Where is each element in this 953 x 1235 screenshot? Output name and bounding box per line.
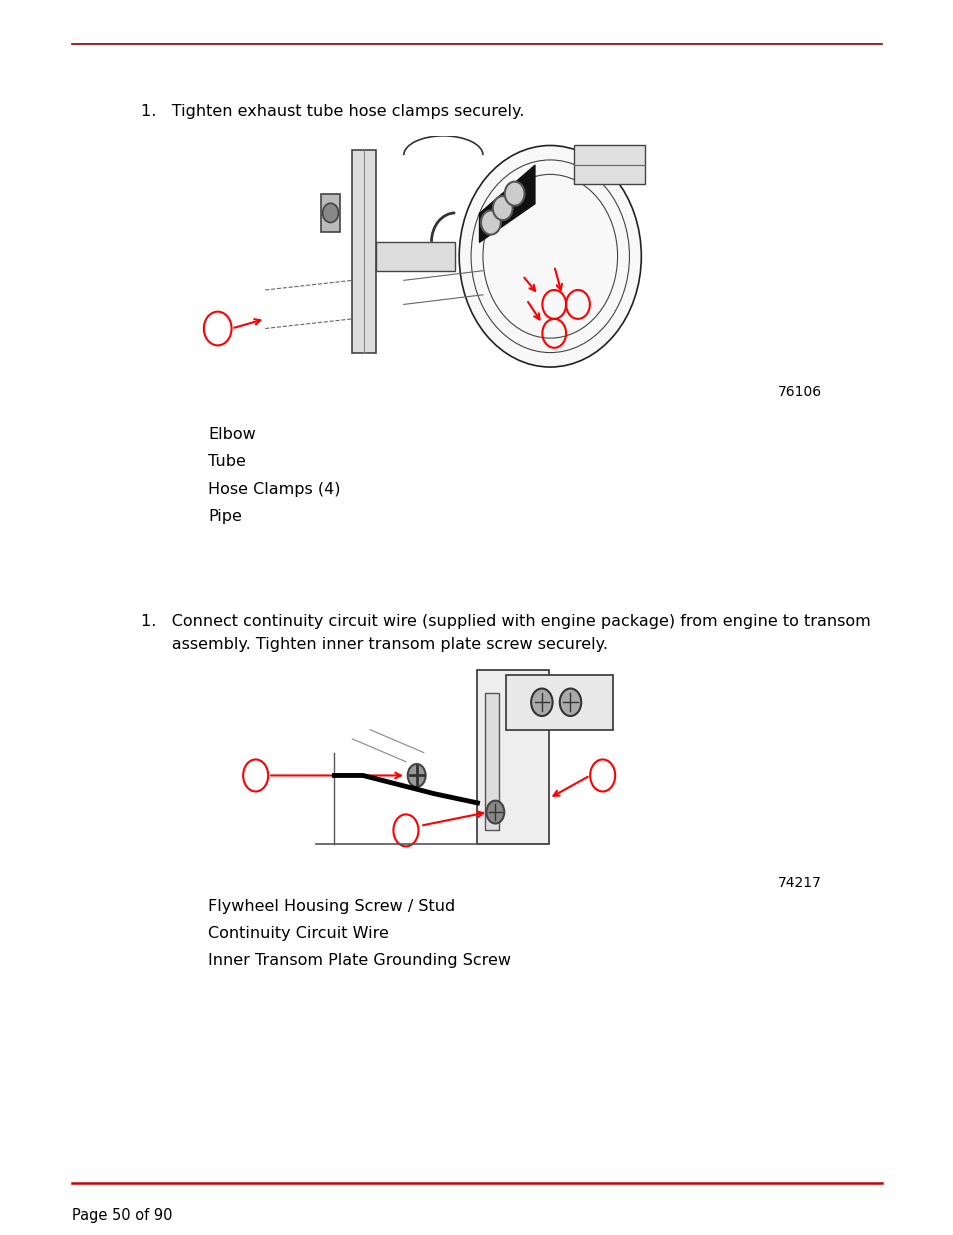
Circle shape	[458, 146, 640, 367]
Text: Elbow: Elbow	[208, 427, 255, 442]
Bar	[574, 146, 644, 184]
Bar	[375, 242, 455, 270]
Bar	[352, 151, 375, 353]
Text: 1.   Tighten exhaust tube hose clamps securely.: 1. Tighten exhaust tube hose clamps secu…	[141, 104, 524, 119]
Text: Page 50 of 90: Page 50 of 90	[71, 1208, 172, 1223]
Circle shape	[407, 764, 425, 787]
Text: 76106: 76106	[777, 385, 821, 399]
Text: assembly. Tighten inner transom plate screw securely.: assembly. Tighten inner transom plate sc…	[141, 637, 608, 652]
Bar	[476, 671, 549, 844]
Circle shape	[480, 210, 500, 235]
Text: Continuity Circuit Wire: Continuity Circuit Wire	[208, 926, 389, 941]
Bar	[505, 674, 613, 730]
Circle shape	[531, 689, 552, 716]
Text: Hose Clamps (4): Hose Clamps (4)	[208, 482, 340, 496]
Circle shape	[559, 689, 580, 716]
Text: 1.   Connect continuity circuit wire (supplied with engine package) from engine : 1. Connect continuity circuit wire (supp…	[141, 614, 870, 629]
Text: Inner Transom Plate Grounding Screw: Inner Transom Plate Grounding Screw	[208, 953, 511, 968]
Circle shape	[322, 204, 338, 222]
Bar	[484, 693, 498, 830]
Text: 74217: 74217	[777, 876, 821, 889]
Bar	[320, 194, 340, 232]
Circle shape	[486, 800, 504, 824]
Circle shape	[493, 196, 512, 220]
Text: Tube: Tube	[208, 454, 246, 469]
Circle shape	[504, 182, 524, 206]
Text: Pipe: Pipe	[208, 509, 242, 524]
Text: Flywheel Housing Screw / Stud: Flywheel Housing Screw / Stud	[208, 899, 455, 914]
